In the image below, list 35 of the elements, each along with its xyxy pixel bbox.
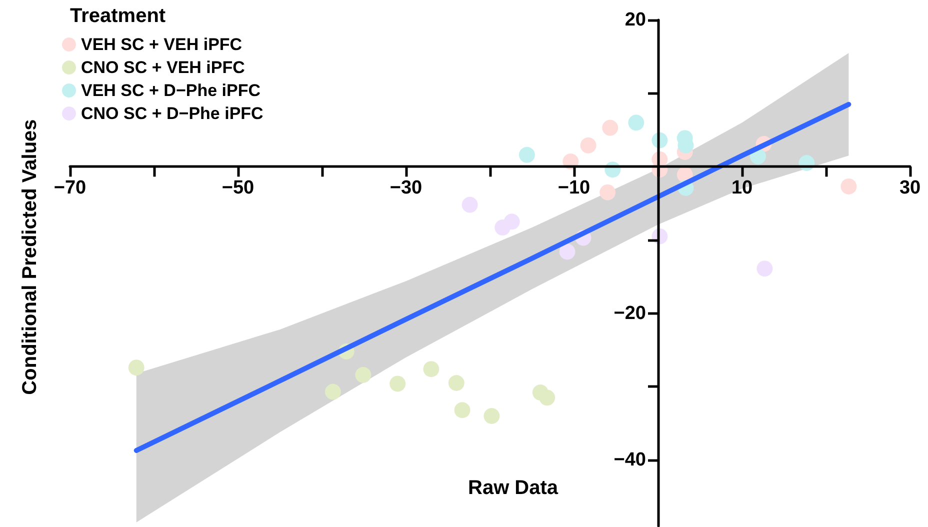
legend-label: CNO SC + VEH iPFC — [81, 58, 245, 77]
x-tick-label: −50 — [222, 178, 254, 199]
y-tick-label: −20 — [614, 302, 646, 324]
x-axis-title: Raw Data — [468, 477, 559, 499]
x-tick-label: −30 — [390, 178, 422, 199]
point — [518, 146, 535, 163]
point — [628, 114, 644, 131]
x-tick-label: −10 — [558, 178, 590, 199]
legend-label: CNO SC + D−Phe iPFC — [81, 104, 264, 123]
x-tick-label: 30 — [899, 178, 921, 199]
point — [602, 120, 618, 136]
point — [600, 184, 616, 200]
point — [840, 178, 857, 194]
point — [539, 390, 556, 406]
legend-label: VEH SC + D−Phe iPFC — [81, 81, 260, 100]
point — [494, 220, 511, 236]
x-tick-label: −70 — [54, 178, 86, 199]
point — [454, 402, 470, 418]
y-tick-label: −40 — [614, 450, 646, 470]
point — [128, 360, 144, 376]
point — [559, 244, 576, 260]
legend-title: Treatment — [70, 5, 166, 27]
legend-label: VEH SC + VEH iPFC — [81, 35, 242, 54]
point — [324, 384, 341, 400]
point — [462, 196, 478, 213]
point — [756, 260, 773, 277]
point — [448, 375, 464, 391]
point — [580, 137, 596, 154]
point — [355, 366, 372, 383]
point — [390, 376, 406, 392]
x-tick-label: 10 — [731, 178, 753, 199]
point — [423, 361, 440, 378]
point — [484, 408, 500, 424]
y-axis-title: Conditional Predicted Values — [19, 119, 41, 395]
y-tick-label: 20 — [624, 10, 646, 30]
